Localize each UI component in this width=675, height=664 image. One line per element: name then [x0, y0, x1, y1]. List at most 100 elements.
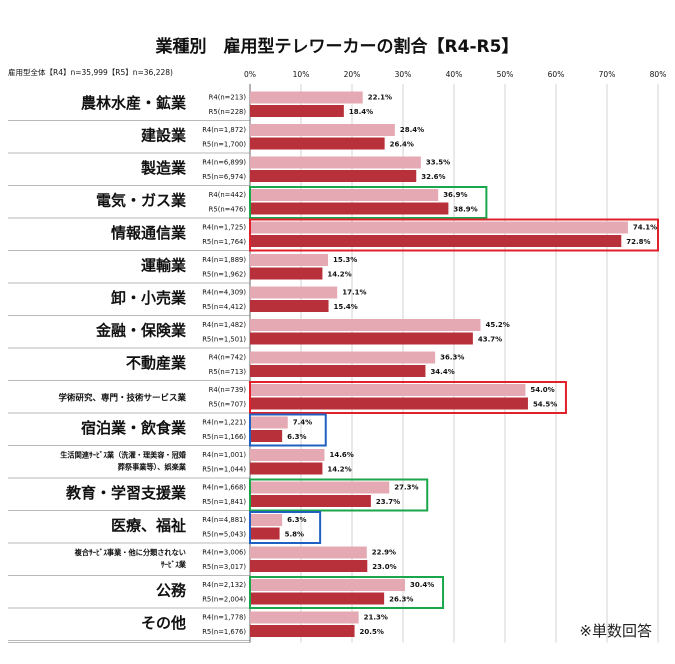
n-label-r5: R5(n=3,017) — [202, 563, 246, 571]
bar-r4 — [250, 286, 338, 299]
value-label-r4: 30.4% — [410, 581, 434, 589]
bar-r4 — [250, 221, 628, 234]
n-label-r5: R5(n=1,962) — [202, 271, 246, 279]
bar-r5 — [250, 332, 473, 345]
value-label-r4: 14.6% — [329, 451, 353, 459]
value-label-r5: 34.4% — [430, 368, 454, 376]
n-label-r5: R5(n=1,676) — [202, 628, 246, 636]
n-label-r5: R5(n=1,501) — [202, 336, 246, 344]
n-label-r5: R5(n=707) — [209, 401, 247, 409]
category-label: 農林水産・鉱業 — [81, 94, 187, 112]
highlight-box — [249, 511, 322, 544]
value-label-r4: 28.4% — [400, 126, 424, 134]
value-label-r5: 23.7% — [376, 498, 400, 506]
category-label: 金融・保険業 — [95, 322, 187, 340]
bar-r5 — [250, 430, 283, 442]
x-tick-labels: 0% 10% 20% 30% 40% 50% 60% 70% 80% — [244, 70, 666, 79]
value-label-r4: 22.1% — [368, 94, 392, 102]
x-tick-label: 50% — [497, 70, 514, 79]
category-label: 製造業 — [140, 159, 187, 177]
n-label-r5: R5(n=1,764) — [202, 238, 246, 246]
category-label-line2: 葬祭事業等）、娯楽業 — [118, 463, 187, 472]
value-label-r5: 14.2% — [327, 466, 351, 474]
bar-r5 — [250, 267, 323, 280]
bar-r5 — [250, 105, 344, 117]
n-label-r4: R4(n=1,889) — [202, 256, 246, 264]
bar-r5 — [250, 365, 426, 377]
bar-r4 — [250, 546, 367, 559]
bar-r4 — [250, 611, 359, 624]
bar-r4 — [250, 156, 421, 169]
gridlines — [8, 84, 659, 643]
n-label-r4: R4(n=1,872) — [202, 126, 246, 134]
bar-r4 — [250, 189, 439, 201]
n-label-r5: R5(n=1,166) — [202, 433, 246, 441]
bar-r5 — [250, 235, 622, 247]
value-label-r5: 14.2% — [327, 271, 351, 279]
category-label: 宿泊業・飲食業 — [81, 419, 187, 437]
value-label-r4: 17.1% — [342, 289, 366, 297]
bar-r4 — [250, 124, 395, 136]
x-tick-label: 70% — [599, 70, 616, 79]
category-label: 情報通信業 — [111, 224, 187, 242]
bar-r4 — [250, 91, 363, 104]
bars — [250, 91, 628, 637]
bar-r4 — [250, 514, 283, 526]
n-label-r4: R4(n=1,778) — [202, 614, 246, 622]
category-labels: 22.1% 18.4% R4(n=213) R5(n=228) 農林水産・鉱業 28.4%… — [58, 94, 657, 637]
value-label-r4: 22.9% — [372, 549, 396, 557]
value-label-r4: 74.1% — [633, 224, 657, 232]
value-label-r5: 26.4% — [390, 141, 414, 149]
category-label: 卸・小売業 — [111, 289, 187, 307]
n-label-r5: R5(n=4,412) — [202, 303, 246, 311]
value-label-r5: 26.3% — [389, 596, 413, 604]
x-tick-label: 80% — [650, 70, 667, 79]
highlight-box — [249, 186, 488, 219]
n-label-r4: R4(n=1,668) — [202, 484, 246, 492]
value-label-r4: 54.0% — [530, 386, 554, 394]
n-label-r4: R4(n=1,482) — [202, 321, 246, 329]
value-label-r4: 45.2% — [486, 321, 510, 329]
annotation-note: ※単数回答 — [579, 622, 652, 640]
n-label-r5: R5(n=5,043) — [202, 531, 246, 539]
x-tick-label: 40% — [446, 70, 463, 79]
bar-r4 — [250, 319, 481, 331]
category-label: 生活関連ｻｰﾋﾞｽ業（洗濯・理美容・冠婚 — [60, 451, 187, 460]
bar-r5 — [250, 462, 323, 475]
x-tick-label: 60% — [548, 70, 565, 79]
highlight-box — [249, 478, 429, 512]
n-label-r4: R4(n=1,001) — [202, 451, 246, 459]
bar-r5 — [250, 170, 417, 182]
category-label: その他 — [141, 614, 186, 632]
category-label: 運輸業 — [141, 257, 187, 275]
x-tick-label: 30% — [395, 70, 412, 79]
n-label-r5: R5(n=1,700) — [202, 141, 246, 149]
n-label-r4: R4(n=2,132) — [202, 581, 246, 589]
value-label-r5: 6.3% — [287, 433, 306, 441]
value-label-r4: 27.3% — [394, 484, 418, 492]
highlight-box — [249, 576, 445, 609]
n-label-r4: R4(n=739) — [209, 386, 247, 394]
bar-r4 — [250, 579, 406, 591]
n-label-r4: R4(n=4,309) — [202, 289, 246, 297]
category-label: 複合ｻｰﾋﾞｽ事業・他に分類されない — [74, 548, 186, 557]
value-label-r5: 20.5% — [360, 628, 384, 636]
value-label-r4: 6.3% — [287, 516, 306, 524]
bar-r4 — [250, 449, 325, 461]
value-label-r4: 15.3% — [333, 256, 357, 264]
n-label-r4: R4(n=4,881) — [202, 516, 246, 524]
x-tick-label: 20% — [344, 70, 361, 79]
category-label-line2: ｻｰﾋﾞｽ業 — [161, 560, 187, 569]
n-label-r5: R5(n=2,004) — [202, 596, 246, 604]
category-label: 学術研究、専門・技術サービス業 — [58, 393, 186, 404]
value-label-r5: 38.9% — [453, 206, 477, 214]
bar-r5 — [250, 625, 355, 637]
highlight-box — [249, 218, 659, 252]
n-label-r5: R5(n=713) — [209, 368, 247, 376]
n-label-r4: R4(n=3,006) — [202, 549, 246, 557]
highlight-boxes — [249, 186, 659, 609]
value-label-r5: 54.5% — [533, 401, 557, 409]
bar-r5 — [250, 560, 368, 572]
n-label-r4: R4(n=213) — [209, 94, 247, 102]
